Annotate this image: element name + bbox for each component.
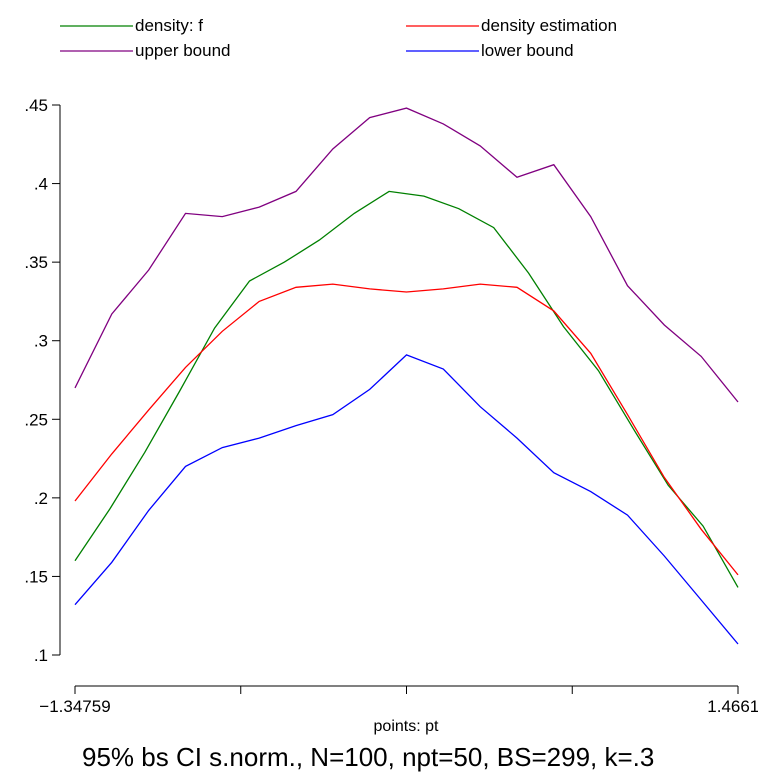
x-axis-title: points: pt	[374, 718, 439, 735]
y-tick-label: .25	[24, 410, 48, 429]
y-tick-label: .45	[24, 96, 48, 115]
legend-item: density: f	[60, 16, 203, 35]
legend-label: density: f	[135, 16, 203, 35]
y-tick-label: .15	[24, 567, 48, 586]
legend-item: density estimation	[406, 16, 617, 35]
series-line-lower-bound	[74, 354, 739, 645]
legend-label: density estimation	[481, 16, 617, 35]
y-tick-label: .2	[34, 489, 48, 508]
chart-caption: 95% bs CI s.norm., N=100, npt=50, BS=299…	[82, 742, 654, 772]
y-tick-label: .35	[24, 253, 48, 272]
legend-item: upper bound	[60, 41, 230, 60]
x-tick-label-min: −1.34759	[39, 697, 110, 716]
y-tick-label: .4	[34, 175, 48, 194]
series-lines	[74, 107, 739, 645]
legend-item: lower bound	[406, 41, 574, 60]
x-tick-label-max: 1.46619	[707, 697, 758, 716]
series-line-density-estimation	[74, 283, 739, 576]
series-line-density-f	[74, 190, 739, 588]
y-tick-label: .1	[34, 646, 48, 665]
legend: density: f density estimation upper bound l…	[60, 16, 617, 60]
legend-label: lower bound	[481, 41, 574, 60]
y-tick-label: .3	[34, 332, 48, 351]
axes: .1 .15 .2 .25 .3 .35 .4 .45 −1.34759 1.46619	[24, 96, 758, 716]
legend-label: upper bound	[135, 41, 230, 60]
series-line-upper-bound	[74, 107, 739, 403]
